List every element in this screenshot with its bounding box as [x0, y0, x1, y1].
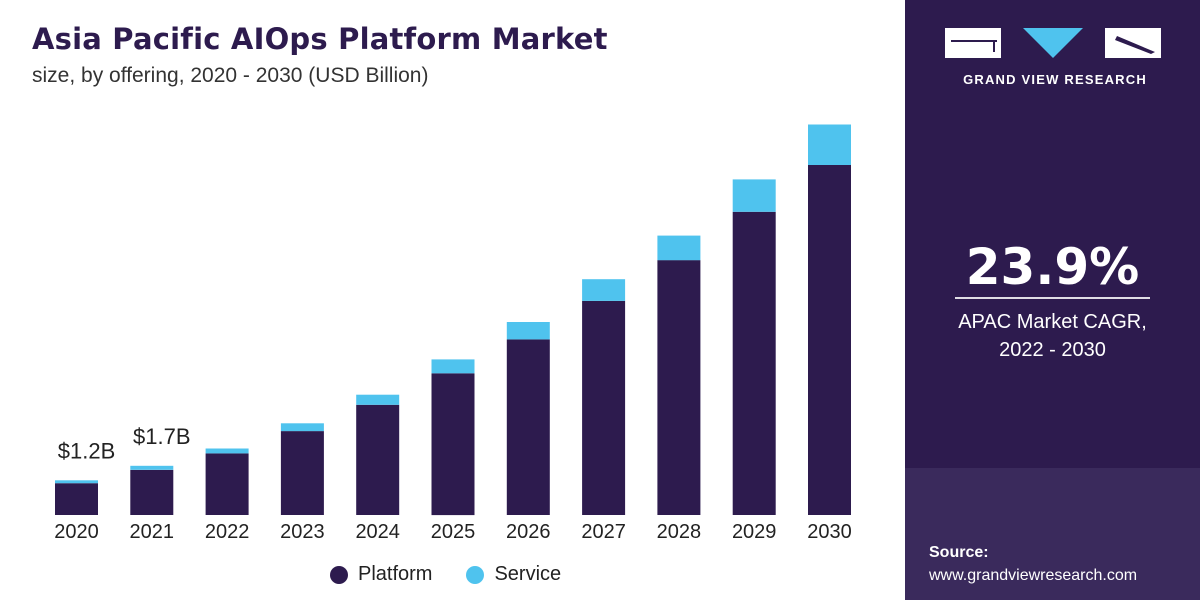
- cagr-label-line1: APAC Market CAGR,: [958, 311, 1147, 333]
- legend-item-platform: Platform: [330, 563, 432, 586]
- side-panel: GRAND VIEW RESEARCH 23.9% APAC Market CA…: [905, 0, 1200, 600]
- bar-platform-2021: [130, 469, 174, 515]
- x-tick-label-2020: 2020: [54, 521, 99, 543]
- x-tick-label-2022: 2022: [205, 521, 250, 543]
- x-tick-label-2024: 2024: [355, 521, 400, 543]
- legend-label-service: Service: [494, 563, 562, 585]
- x-tick-label-2021: 2021: [130, 521, 175, 543]
- x-tick-label-2029: 2029: [732, 521, 777, 543]
- chart-title: Asia Pacific AIOps Platform Market: [32, 22, 608, 56]
- source-box: [905, 468, 1200, 600]
- x-tick-label-2026: 2026: [506, 521, 551, 543]
- x-tick-label-2027: 2027: [581, 521, 626, 543]
- bar-service-2029: [732, 179, 776, 212]
- bar-service-2021: [130, 465, 174, 470]
- bar-chart: 2020 2021 2022 2023 2024 2025 2026 2027 2028 2029…: [54, 124, 852, 543]
- bar-platform-2029: [732, 211, 776, 516]
- legend-item-service: Service: [466, 563, 561, 586]
- data-label-2021: $1.7B: [133, 424, 191, 449]
- bar-service-2027: [582, 279, 626, 301]
- chart-panel: Asia Pacific AIOps Platform Market size,…: [32, 22, 852, 586]
- bar-platform-2023: [280, 431, 324, 515]
- x-tick-label-2025: 2025: [431, 521, 476, 543]
- x-tick-label-2030: 2030: [807, 521, 852, 543]
- bar-service-2022: [205, 448, 249, 454]
- brand-name: GRAND VIEW RESEARCH: [963, 72, 1147, 87]
- chart-subtitle: size, by offering, 2020 - 2030 (USD Bill…: [32, 64, 429, 87]
- bar-service-2026: [506, 322, 550, 340]
- bar-service-2024: [356, 394, 400, 405]
- cagr-divider: [955, 297, 1150, 299]
- bar-platform-2025: [431, 373, 475, 516]
- cagr-value: 23.9%: [965, 238, 1140, 296]
- bar-platform-2027: [582, 300, 626, 515]
- x-tick-label-2028: 2028: [657, 521, 702, 543]
- brand-logo: GRAND VIEW RESEARCH: [945, 24, 1165, 87]
- bar-service-2020: [55, 480, 98, 484]
- bar-platform-2028: [657, 260, 701, 515]
- x-tick-label-2023: 2023: [280, 521, 325, 543]
- bar-service-2025: [431, 359, 475, 374]
- chart-legend: Platform Service: [330, 563, 595, 586]
- gvr-logo-icon: [945, 28, 1161, 58]
- cagr-label: APAC Market CAGR, 2022 - 2030: [905, 308, 1200, 364]
- bar-platform-2022: [205, 453, 249, 515]
- data-label-2020: $1.2B: [58, 438, 116, 463]
- cagr-label-line2: 2022 - 2030: [999, 339, 1106, 361]
- legend-label-platform: Platform: [358, 563, 433, 585]
- bar-platform-2026: [506, 339, 550, 515]
- legend-swatch-platform: [330, 565, 348, 584]
- bar-service-2028: [657, 235, 701, 261]
- bar-platform-2020: [55, 483, 98, 515]
- source-url: www.grandviewresearch.com: [929, 567, 1138, 584]
- bar-service-2030: [808, 124, 851, 165]
- bar-service-2023: [280, 423, 324, 432]
- bar-platform-2030: [808, 165, 851, 515]
- bar-platform-2024: [356, 404, 400, 515]
- legend-swatch-service: [466, 565, 485, 584]
- source-label: Source:: [929, 544, 989, 561]
